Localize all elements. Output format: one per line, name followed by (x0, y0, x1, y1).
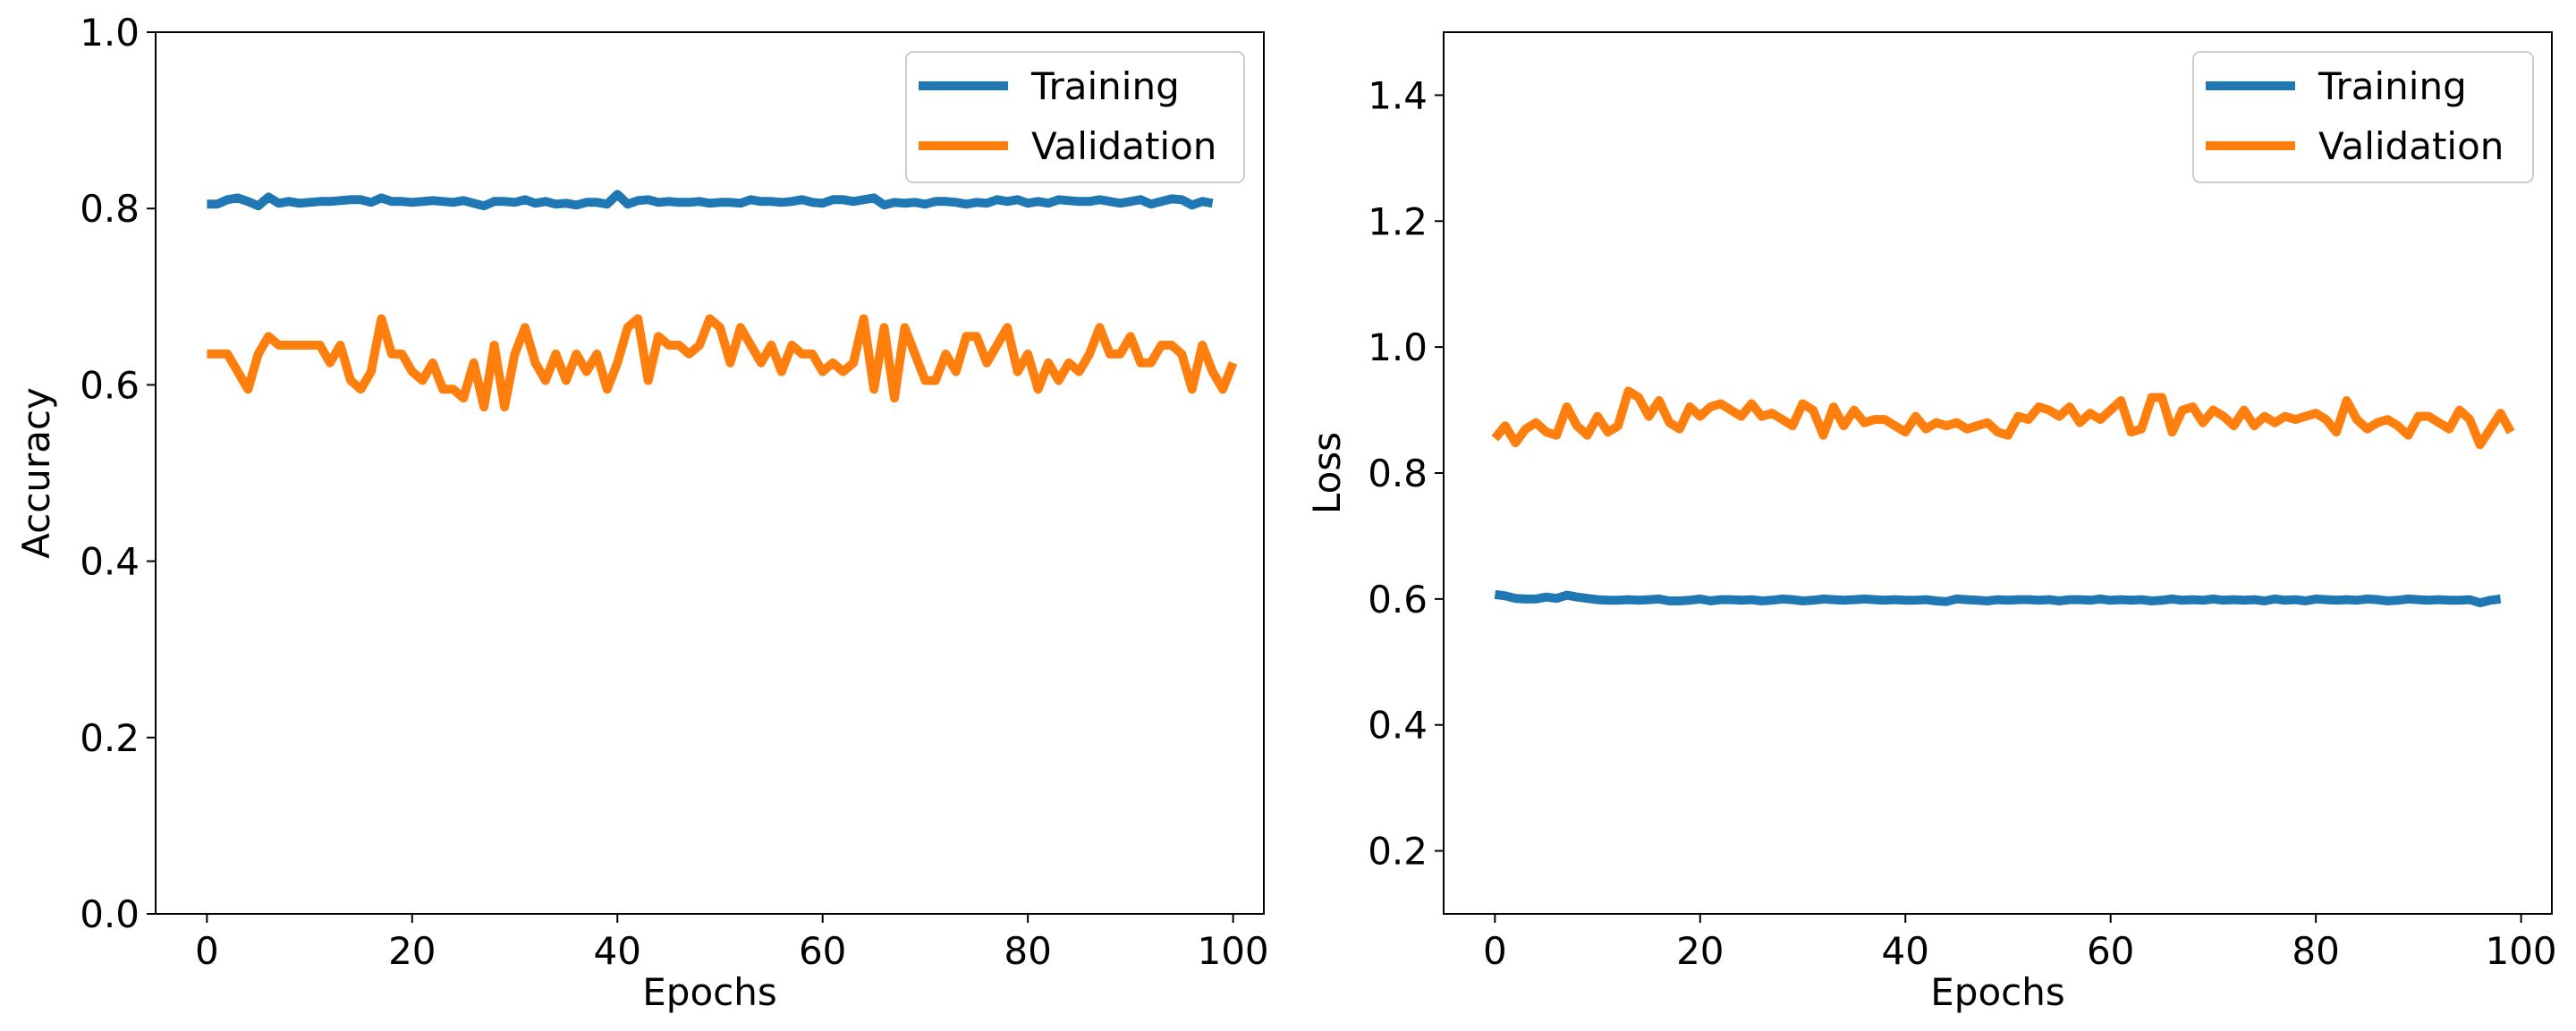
legend-label-training: Training (2318, 64, 2467, 108)
y-tick-label: 1.2 (1368, 199, 1428, 243)
series-line-validation (1491, 386, 2515, 450)
y-tick-label: 0.8 (1368, 452, 1428, 495)
y-tick-label: 0.8 (80, 187, 140, 231)
series-line-training (1494, 589, 2502, 608)
y-tick-label: 0.4 (1368, 704, 1428, 748)
y-tick-label: 0.2 (80, 716, 140, 760)
x-tick-label: 0 (1483, 929, 1507, 973)
series-group (207, 190, 1238, 412)
x-tick-label: 60 (2087, 929, 2134, 973)
accuracy-panel: 0 20 40 60 80 100 0.0 0.2 0.4 0.6 0.8 1.0 Epochs Accu… (14, 11, 1269, 1014)
y-axis-label: Accuracy (14, 387, 58, 559)
series-line-training (207, 190, 1214, 211)
loss-panel: 0 20 40 60 80 100 0.2 0.4 0.6 0.8 1.0 1.2 1.4 Epochs L… (1305, 31, 2557, 1014)
x-tick-label: 20 (1676, 929, 1724, 973)
x-axis-label: Epochs (1930, 970, 2065, 1014)
axes-frame (155, 31, 1265, 915)
x-tick-label: 40 (594, 929, 641, 973)
y-axis-label: Loss (1305, 432, 1349, 514)
y-tick-label: 0.6 (1368, 578, 1428, 621)
x-axis-label: Epochs (642, 970, 777, 1014)
x-tick-label: 20 (388, 929, 436, 973)
x-tick-label: 60 (799, 929, 846, 973)
legend-label-validation: Validation (2318, 124, 2504, 168)
y-tick-label: 0.6 (80, 363, 140, 407)
x-tick-label: 0 (195, 929, 219, 973)
y-tick-label: 1.4 (1368, 73, 1428, 117)
y-tick-label: 0.0 (80, 892, 140, 936)
legend-label-validation: Validation (1031, 124, 1216, 168)
x-tick-label: 100 (1197, 929, 1268, 973)
x-tick-label: 80 (1004, 929, 1051, 973)
series-line-validation (207, 314, 1238, 412)
x-tick-label: 80 (2292, 929, 2339, 973)
y-tick-label: 1.0 (1368, 325, 1428, 369)
y-tick-label: 0.2 (1368, 830, 1428, 874)
series-group (1491, 386, 2515, 608)
legend: Training Validation (2192, 51, 2534, 183)
legend: Training Validation (905, 51, 1245, 183)
x-tick-label: 40 (1882, 929, 1929, 973)
x-tick-label: 100 (2485, 929, 2556, 973)
y-tick-label: 1.0 (80, 11, 140, 55)
y-tick-label: 0.4 (80, 540, 140, 584)
legend-label-training: Training (1030, 64, 1180, 108)
